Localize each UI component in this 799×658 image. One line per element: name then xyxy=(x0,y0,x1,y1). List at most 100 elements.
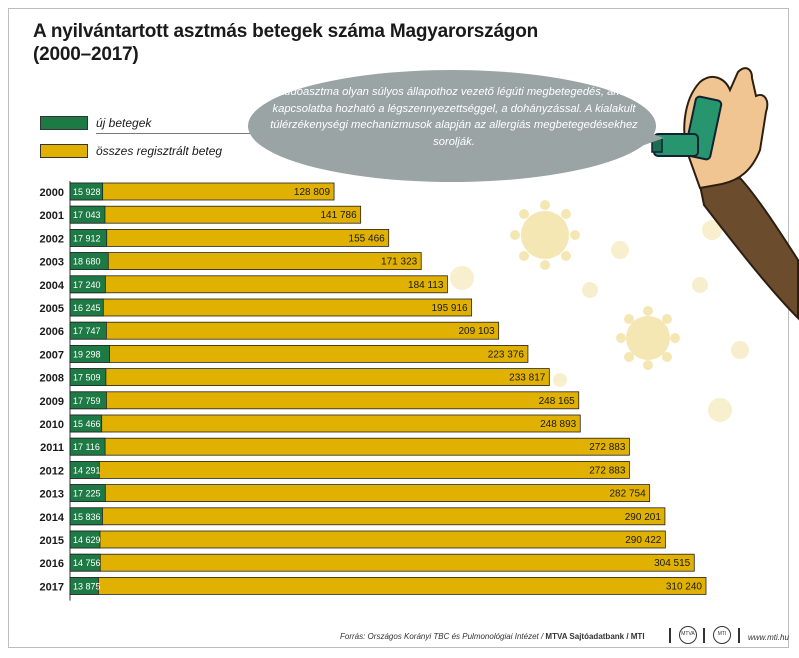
year-label: 2005 xyxy=(40,303,64,315)
year-label: 2011 xyxy=(40,442,64,454)
bar-total-label: 233 817 xyxy=(509,373,546,384)
bar-new-label: 15 836 xyxy=(73,512,101,522)
bar-new-label: 17 225 xyxy=(73,489,101,499)
bar-total xyxy=(69,344,529,363)
bar-total xyxy=(69,228,390,247)
year-label: 2015 xyxy=(40,535,64,547)
bar-total xyxy=(69,414,581,433)
year-label: 2014 xyxy=(40,512,65,524)
bar-total-label: 272 883 xyxy=(589,465,626,476)
virus-icon xyxy=(450,220,749,422)
bar-new xyxy=(69,205,106,224)
bar-new xyxy=(69,391,107,410)
bar-total-label: 304 515 xyxy=(654,558,691,569)
bar-new-label: 14 756 xyxy=(73,558,101,568)
bar-new-label: 17 043 xyxy=(73,210,101,220)
bar-new-label: 18 680 xyxy=(73,257,101,267)
bar-new xyxy=(69,182,104,201)
year-label: 2002 xyxy=(40,233,64,245)
bar-new-label: 15 928 xyxy=(73,187,101,197)
year-label: 2016 xyxy=(40,558,64,570)
legend-item-new: új betegek xyxy=(40,112,250,134)
year-label: 2013 xyxy=(40,489,64,501)
virus-icon xyxy=(510,200,580,270)
mtva-logo-icon: MTVA xyxy=(679,626,697,644)
bar-new xyxy=(69,321,107,340)
bar-new-label: 17 116 xyxy=(73,442,100,452)
bar-new xyxy=(69,275,106,294)
bar-new xyxy=(69,530,101,549)
bar-new-label: 17 747 xyxy=(73,326,101,336)
year-label: 2017 xyxy=(40,581,64,593)
bar-new-label: 17 509 xyxy=(73,373,101,383)
virus-icon xyxy=(616,306,680,370)
bar-total xyxy=(69,507,666,526)
bar-total xyxy=(69,205,362,224)
bar-total-label: 248 893 xyxy=(540,419,577,430)
year-label: 2000 xyxy=(40,187,64,199)
bar-new-label: 16 245 xyxy=(73,303,101,313)
bar-new-label: 14 629 xyxy=(73,535,101,545)
bar-total-label: 128 809 xyxy=(294,187,331,198)
bar-total xyxy=(69,391,580,410)
info-bubble xyxy=(248,70,656,182)
bar-total-label: 141 786 xyxy=(321,210,358,221)
year-label: 2003 xyxy=(40,257,64,269)
bar-new-label: 17 240 xyxy=(73,280,101,290)
bar-new xyxy=(69,252,109,271)
bar-total-label: 310 240 xyxy=(666,581,703,592)
year-label: 2006 xyxy=(40,326,64,338)
bar-new-label: 14 291 xyxy=(73,465,101,475)
legend-swatch-all xyxy=(40,144,88,158)
bar-total-label: 272 883 xyxy=(589,442,626,453)
bar-new xyxy=(69,553,101,572)
footer-source-text: Forrás: Országos Korányi TBC és Pulmonol… xyxy=(340,632,539,641)
bar-new xyxy=(69,344,110,363)
bar-total xyxy=(69,368,550,387)
bar-total-label: 184 113 xyxy=(408,280,444,291)
bar-total-label: 195 916 xyxy=(431,303,468,314)
sleeve xyxy=(698,176,799,321)
bar-total-label: 282 754 xyxy=(609,489,646,500)
bar-total xyxy=(69,553,695,572)
inhaler-icon xyxy=(651,95,723,161)
footer-divider xyxy=(738,628,740,643)
bar-new xyxy=(69,507,103,526)
bar-total-label: 209 103 xyxy=(459,326,496,337)
bar-total xyxy=(69,437,630,456)
legend-label-all: összes regisztrált beteg xyxy=(96,144,223,158)
bar-total xyxy=(69,252,422,271)
bar-total xyxy=(69,484,651,503)
bar-total-label: 290 201 xyxy=(625,512,662,523)
bar-new xyxy=(69,484,106,503)
bar-total xyxy=(69,577,707,595)
bar-new xyxy=(69,437,106,456)
chart-title: A nyilvántartott asztmás betegek száma M… xyxy=(33,21,539,65)
bar-total-label: 290 422 xyxy=(625,535,662,546)
bar-total xyxy=(69,298,473,317)
legend-item-all: összes regisztrált beteg xyxy=(40,140,240,162)
info-bubble-tail xyxy=(630,126,664,150)
year-label: 2004 xyxy=(40,280,65,292)
info-text: A tüdőasztma olyan súlyos állapothoz vez… xyxy=(270,86,638,148)
legend-divider xyxy=(96,133,250,134)
bar-new xyxy=(69,368,107,387)
bar-total xyxy=(69,321,500,340)
bar-new xyxy=(69,298,104,317)
bar-new-label: 17 759 xyxy=(73,396,101,406)
footer-credit: MTVA Sajtóadatbank / MTI xyxy=(545,632,645,641)
footer-source: Forrás: Országos Korányi TBC és Pulmonol… xyxy=(340,632,645,641)
legend: új betegek összes regisztrált beteg xyxy=(40,112,250,162)
bar-new-label: 15 466 xyxy=(73,419,101,429)
bar-total xyxy=(69,530,666,549)
year-label: 2012 xyxy=(40,465,64,477)
bar-new xyxy=(69,228,108,247)
year-label: 2010 xyxy=(40,419,64,431)
bar-new-label: 17 912 xyxy=(73,233,101,243)
bar-total xyxy=(69,275,448,294)
legend-swatch-new xyxy=(40,116,88,130)
footer-url: www.mti.hu xyxy=(748,633,789,642)
year-label: 2007 xyxy=(40,349,64,361)
